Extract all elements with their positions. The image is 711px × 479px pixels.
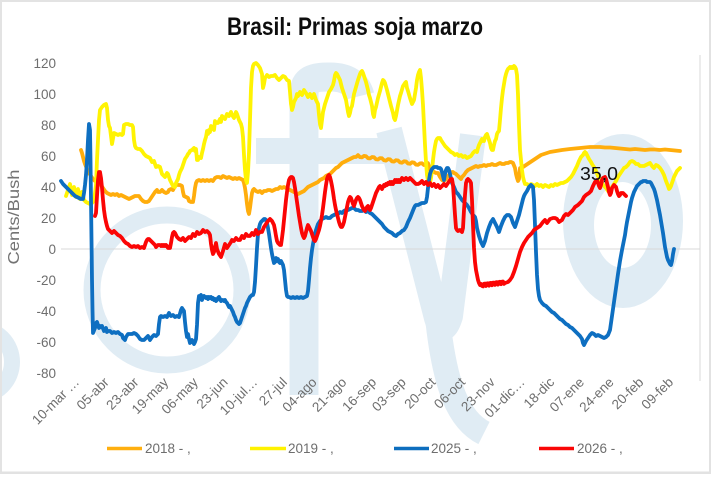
svg-text:-40: -40 bbox=[36, 304, 56, 319]
svg-text:-80: -80 bbox=[36, 366, 56, 381]
svg-text:-20: -20 bbox=[36, 273, 56, 288]
svg-text:2025 - ,: 2025 - , bbox=[431, 441, 477, 456]
svg-text:60: 60 bbox=[41, 149, 56, 164]
svg-text:Brasil: Primas soja marzo: Brasil: Primas soja marzo bbox=[227, 13, 483, 41]
svg-text:120: 120 bbox=[33, 56, 56, 71]
svg-text:0: 0 bbox=[48, 242, 56, 257]
svg-text:-60: -60 bbox=[36, 335, 56, 350]
svg-text:Cents/Bush: Cents/Bush bbox=[6, 170, 23, 265]
svg-text:100: 100 bbox=[33, 87, 56, 102]
svg-text:80: 80 bbox=[41, 118, 56, 133]
svg-text:2019 - ,: 2019 - , bbox=[288, 441, 334, 456]
svg-text:20: 20 bbox=[41, 211, 56, 226]
svg-text:2018 - ,: 2018 - , bbox=[145, 441, 191, 456]
svg-text:40: 40 bbox=[41, 180, 56, 195]
svg-text:35,0: 35,0 bbox=[580, 164, 618, 184]
svg-text:2026 - ,: 2026 - , bbox=[577, 441, 623, 456]
